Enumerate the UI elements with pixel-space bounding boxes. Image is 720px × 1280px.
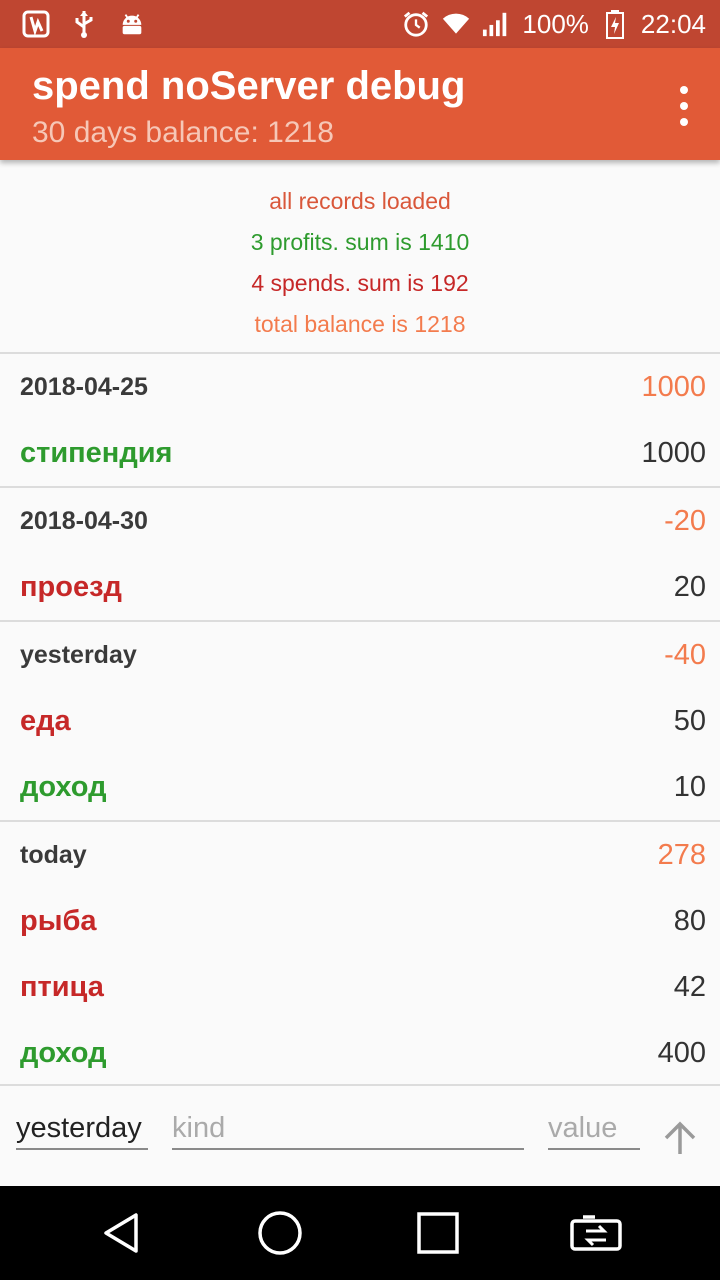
day-total: -40: [664, 639, 706, 671]
summary-panel: all records loaded 3 profits. sum is 141…: [0, 160, 720, 352]
entry-value: 400: [657, 1037, 706, 1069]
day-header: yesterday -40: [0, 622, 720, 688]
entry-value: 10: [673, 771, 706, 803]
entry-kind: еда: [20, 705, 71, 737]
back-icon[interactable]: [94, 1208, 150, 1258]
entry-value: 50: [673, 705, 706, 737]
profits-summary: 3 profits. sum is 1410: [250, 229, 470, 255]
app-title: spend noServer debug: [32, 64, 466, 108]
divider: [0, 820, 720, 822]
day-date: today: [20, 841, 87, 869]
list-item[interactable]: доход 10: [0, 754, 720, 820]
total-balance: total balance is 1218: [254, 311, 466, 337]
entry-value: 20: [673, 571, 706, 603]
spends-summary: 4 spends. sum is 192: [251, 270, 469, 296]
divider: [0, 352, 720, 354]
day-header: 2018-04-25 1000: [0, 354, 720, 420]
load-status: all records loaded: [269, 188, 451, 214]
entry-kind: стипендия: [20, 437, 173, 469]
battery-charging-icon: [601, 10, 629, 39]
entry-kind: проезд: [20, 571, 122, 603]
list-item[interactable]: еда 50: [0, 688, 720, 754]
divider: [0, 486, 720, 488]
day-date: 2018-04-25: [20, 373, 148, 401]
system-nav-bar: [0, 1186, 720, 1280]
recents-icon[interactable]: [410, 1208, 466, 1258]
home-icon[interactable]: [252, 1208, 308, 1258]
day-date: 2018-04-30: [20, 507, 148, 535]
day-date: yesterday: [20, 641, 137, 669]
usb-icon: [70, 10, 98, 38]
kind-input[interactable]: [172, 1108, 524, 1150]
signal-icon: [482, 10, 510, 38]
entry-kind: птица: [20, 971, 104, 1003]
entry-value: 80: [673, 905, 706, 937]
entry-value: 42: [673, 971, 706, 1003]
list-item[interactable]: рыба 80: [0, 888, 720, 954]
app-notification-icon: [22, 10, 50, 38]
wifi-icon: [442, 10, 470, 38]
balance-subtitle: 30 days balance: 1218: [32, 116, 334, 149]
day-header: 2018-04-30 -20: [0, 488, 720, 554]
clock: 22:04: [640, 8, 706, 39]
more-vert-icon[interactable]: [674, 86, 694, 126]
list-item[interactable]: птица 42: [0, 954, 720, 1020]
arrow-up-icon[interactable]: [656, 1114, 704, 1162]
divider: [0, 620, 720, 622]
list-item[interactable]: стипендия 1000: [0, 420, 720, 486]
value-input[interactable]: [548, 1108, 640, 1150]
entry-kind: доход: [20, 1037, 107, 1069]
new-record-bar: [0, 1086, 720, 1186]
screen-switch-icon[interactable]: [568, 1208, 624, 1258]
day-total: -20: [664, 505, 706, 537]
day-total: 278: [657, 839, 706, 871]
divider: [0, 1084, 720, 1086]
day-total: 1000: [641, 371, 706, 403]
date-input[interactable]: [16, 1108, 148, 1150]
alarm-icon: [402, 10, 430, 38]
status-bar: 100% 22:04: [0, 0, 720, 48]
entry-kind: доход: [20, 771, 107, 803]
app-toolbar: spend noServer debug 30 days balance: 12…: [0, 48, 720, 160]
entry-value: 1000: [641, 437, 706, 469]
list-item[interactable]: проезд 20: [0, 554, 720, 620]
day-header: today 278: [0, 822, 720, 888]
entry-kind: рыба: [20, 905, 97, 937]
list-item[interactable]: доход 400: [0, 1020, 720, 1086]
android-debug-icon: [118, 10, 146, 38]
battery-percent: 100%: [522, 8, 589, 39]
